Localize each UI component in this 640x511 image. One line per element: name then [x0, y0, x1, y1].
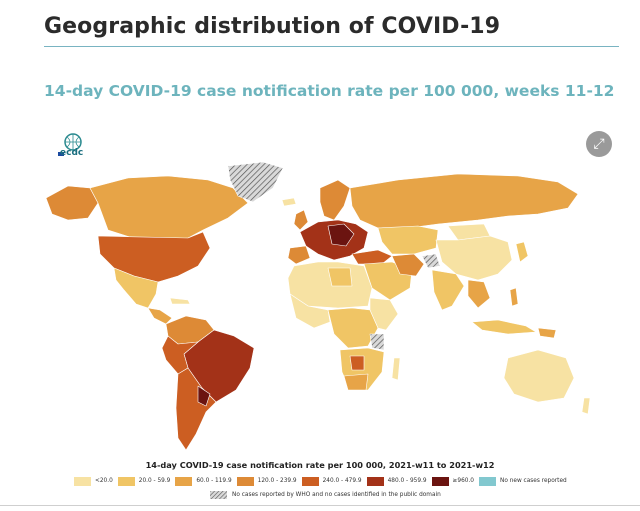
- region-alaska: [45, 185, 99, 221]
- legend-swatch: [366, 476, 384, 486]
- legend-swatch: [479, 476, 496, 486]
- region-turkey: [351, 249, 393, 265]
- region-greenland: [227, 161, 284, 203]
- region-usa: [97, 231, 211, 283]
- region-china: [435, 235, 513, 281]
- legend-item: No new cases reported: [479, 476, 567, 486]
- region-iceland: [281, 197, 297, 207]
- region-new-zealand: [581, 397, 591, 415]
- legend-item: ≥960.0: [431, 476, 474, 486]
- region-botswana: [349, 355, 365, 371]
- region-uk: [293, 209, 309, 231]
- region-east-africa: [369, 297, 399, 331]
- region-libya: [327, 267, 353, 287]
- region-paraguay: [197, 385, 211, 407]
- legend-label: 20.0 - 59.9: [138, 478, 171, 484]
- bottom-divider: [0, 505, 640, 506]
- legend-item: 480.0 - 959.9: [366, 476, 427, 486]
- legend-title: 14-day COVID-19 case notification rate p…: [145, 460, 495, 470]
- region-argentina: [175, 367, 217, 451]
- logo-text: ecdc: [60, 148, 84, 158]
- region-hatched-central-asia: [421, 253, 441, 269]
- legend-label: ≥960.0: [452, 478, 474, 484]
- legend-swatch: [117, 476, 135, 486]
- ecdc-logo: [58, 133, 82, 156]
- legend-label: No new cases reported: [500, 478, 567, 484]
- legend-label: 240.0 - 479.9: [322, 478, 362, 484]
- region-se-asia: [467, 279, 491, 309]
- map-title: 14-day COVID-19 case notification rate p…: [44, 82, 615, 100]
- region-west-africa: [289, 293, 331, 329]
- legend-swatch: [431, 476, 449, 486]
- region-central-asia: [377, 225, 439, 255]
- legend-label: 120.0 - 239.9: [257, 478, 297, 484]
- region-australia: [503, 349, 575, 403]
- legend-item: <20.0: [74, 476, 113, 486]
- region-caribbean: [169, 297, 191, 305]
- legend-swatch: [236, 476, 254, 486]
- region-central-africa: [327, 307, 379, 349]
- title-divider: [44, 46, 619, 47]
- legend-item: 240.0 - 479.9: [301, 476, 362, 486]
- region-south-africa: [343, 373, 369, 391]
- legend-swatch: [175, 476, 193, 486]
- legend-item: 120.0 - 239.9: [236, 476, 297, 486]
- no-report-label: No cases reported by WHO and no cases id…: [232, 492, 441, 498]
- legend-label: 60.0 - 119.9: [196, 478, 232, 484]
- region-central-america: [147, 307, 173, 325]
- region-indonesia: [471, 319, 537, 335]
- page-title: Geographic distribution of COVID-19: [44, 14, 501, 39]
- region-png: [537, 327, 557, 339]
- region-scandinavia: [319, 179, 351, 221]
- region-india: [431, 269, 465, 311]
- legend-swatch: [301, 476, 319, 486]
- hatch-swatch: [210, 491, 227, 499]
- expand-button[interactable]: ⤢: [586, 131, 612, 157]
- region-japan: [515, 241, 529, 263]
- region-iberia: [287, 245, 311, 265]
- region-iran: [391, 253, 425, 277]
- legend-item: 20.0 - 59.9: [117, 476, 171, 486]
- legend-item: 60.0 - 119.9: [175, 476, 232, 486]
- world-map: [45, 161, 591, 451]
- region-north-africa: [287, 261, 373, 309]
- legend-swatch: [74, 476, 91, 486]
- region-madagascar: [391, 357, 401, 381]
- legend: <20.0 20.0 - 59.9 60.0 - 119.9 120.0 - 2…: [74, 474, 572, 488]
- region-russia: [349, 173, 579, 229]
- expand-icon: ⤢: [593, 136, 605, 152]
- region-canada: [89, 175, 249, 241]
- legend-no-report: No cases reported by WHO and no cases id…: [210, 491, 441, 499]
- legend-label: 480.0 - 959.9: [387, 478, 427, 484]
- region-tanzania: [369, 333, 385, 351]
- region-central-europe: [327, 223, 355, 247]
- region-philippines: [509, 287, 519, 307]
- legend-label: <20.0: [95, 478, 113, 484]
